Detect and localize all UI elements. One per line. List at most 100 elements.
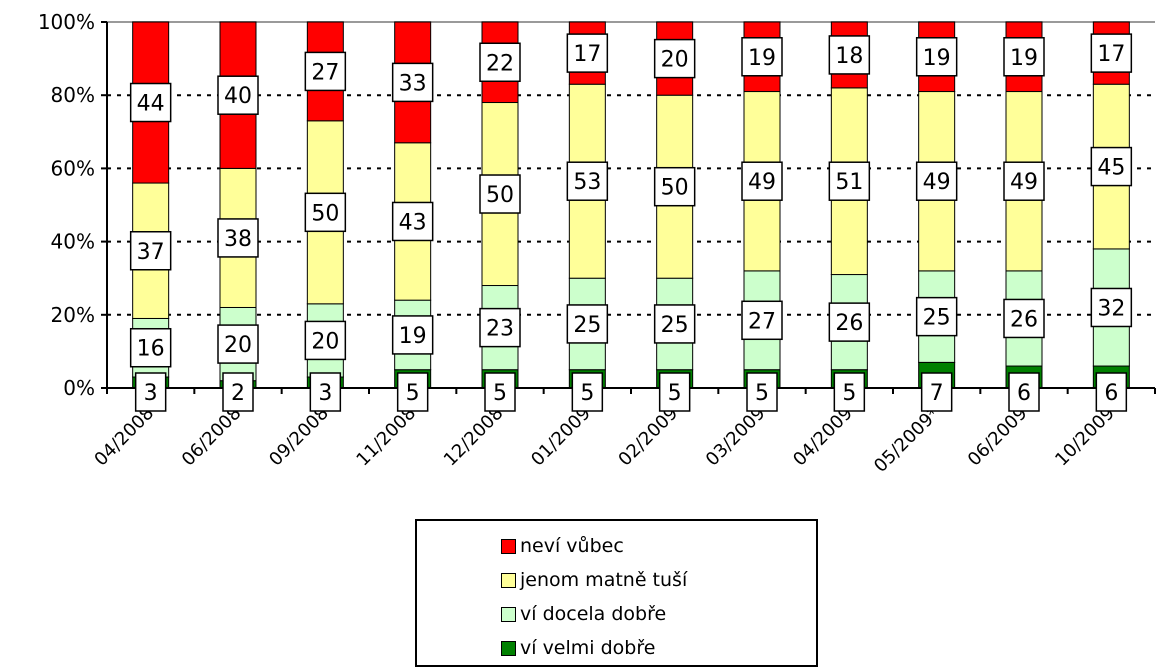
data-label: 6 [1104,381,1118,406]
data-label-box [1008,372,1040,412]
data-label-box [915,161,958,201]
data-label-box [741,300,783,341]
x-tick-label: 01/2009 [527,403,595,471]
data-label-box [828,35,871,75]
x-tick-label: 09/2008 [265,403,333,471]
data-label-box [1090,146,1133,187]
data-label-box [391,62,434,103]
legend-label: neví vůbec [520,535,624,557]
data-label-box [304,192,347,233]
data-label: 16 [137,337,165,362]
data-label: 17 [573,42,601,67]
data-label: 25 [573,313,601,338]
legend-item-jenom-matne-tusi: jenom matně tuší [501,568,687,592]
data-label: 25 [661,313,689,338]
data-label: 6 [1017,381,1031,406]
data-label-box [217,324,259,364]
data-label-box [915,296,958,337]
data-label: 5 [842,381,856,406]
data-label: 2 [231,381,245,406]
data-label-box [1090,33,1133,73]
data-label-box [391,315,434,355]
legend-item-nevi-vubec: neví vůbec [501,534,624,558]
data-label: 19 [748,46,776,71]
legend-item-vi-docela-dobre: ví docela dobře [501,602,666,626]
data-label-box [833,372,866,412]
data-label-box [222,372,254,412]
data-label: 19 [923,46,951,71]
data-label: 49 [1010,170,1038,195]
legend-label: ví docela dobře [520,603,667,625]
x-tick-label: 11/2008 [352,403,420,471]
data-label-box [653,166,696,207]
data-label-box [741,37,783,77]
legend-swatch-red [501,538,516,554]
data-label-box [304,51,347,92]
data-label: 27 [748,309,776,334]
data-label-box [134,372,167,412]
data-label-box [658,372,691,412]
data-label-box [566,33,609,73]
data-label: 38 [224,227,252,252]
gridlines [107,21,1155,316]
data-label-box [484,372,516,412]
legend-item-vi-velmi-dobre: ví velmi dobře [501,636,655,660]
data-label-box [1095,372,1128,412]
data-label-box [479,174,521,214]
data-label: 50 [661,176,689,201]
data-label: 17 [1097,42,1125,67]
data-label: 5 [406,381,420,406]
data-label-box [741,161,783,201]
data-label: 43 [399,210,427,235]
data-label: 3 [318,381,332,406]
data-label: 25 [923,306,951,331]
x-tick-label: 06/2009 [964,403,1032,471]
data-label: 18 [835,44,863,69]
data-label: 26 [1010,307,1038,332]
data-label: 53 [573,170,601,195]
data-label: 32 [1097,296,1125,321]
data-label-box [566,304,609,344]
data-label: 40 [224,84,252,109]
data-label: 5 [755,381,769,406]
data-label-box [304,320,347,361]
data-label: 50 [486,183,514,208]
y-tick-label: 0% [63,376,95,400]
data-label: 20 [311,329,339,354]
x-tick-label: 02/2009 [614,403,682,471]
data-label-box [1090,287,1133,328]
y-tick-label: 60% [51,156,95,180]
data-label-box [391,201,434,242]
data-label: 45 [1097,156,1125,181]
data-label-box [920,372,953,412]
data-label: 33 [399,71,427,96]
stacked-bar-chart: 0% 20% 40% 60% 80% 100% 04/2008 06/2008 09/2008 1… [38,10,1156,477]
x-tick-label: 03/2009 [702,403,770,471]
data-label-box [1003,37,1045,77]
data-label: 5 [580,381,594,406]
x-tick-label: 10/2009 [1051,403,1119,471]
data-label: 27 [311,60,339,85]
data-label: 26 [835,311,863,336]
legend-swatch-dark-green [501,640,516,656]
data-label-box [479,42,521,83]
data-label: 23 [486,317,514,342]
data-label-box [571,372,604,412]
legend-label: ví velmi dobře [520,637,656,659]
x-tick-label: 06/2008 [178,403,246,471]
data-label: 22 [486,51,514,76]
data-label-box [479,307,521,348]
data-label: 50 [311,201,339,226]
y-tick-label: 20% [51,303,95,327]
data-label-box [129,327,172,368]
data-label-box [1003,161,1045,201]
data-label: 44 [137,92,165,117]
data-label: 51 [835,170,863,195]
x-tick-label: 04/2008 [90,403,158,471]
data-label: 5 [668,381,682,406]
y-tick-label: 40% [51,230,95,254]
data-label-box [566,161,609,201]
legend-label: jenom matně tuší [520,569,688,591]
data-label: 49 [748,170,776,195]
y-tick-label: 80% [51,83,95,107]
